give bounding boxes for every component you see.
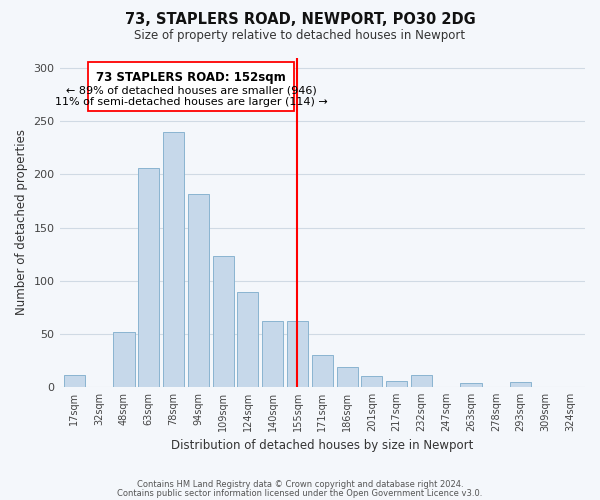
Bar: [361, 376, 382, 387]
Bar: [238, 292, 259, 387]
Text: Contains public sector information licensed under the Open Government Licence v3: Contains public sector information licen…: [118, 489, 482, 498]
Text: 73, STAPLERS ROAD, NEWPORT, PO30 2DG: 73, STAPLERS ROAD, NEWPORT, PO30 2DG: [125, 12, 475, 28]
Text: Size of property relative to detached houses in Newport: Size of property relative to detached ho…: [134, 29, 466, 42]
Bar: [212, 256, 233, 387]
Text: 73 STAPLERS ROAD: 152sqm: 73 STAPLERS ROAD: 152sqm: [96, 72, 286, 85]
Bar: [262, 321, 283, 387]
Bar: [510, 382, 531, 387]
Bar: [312, 355, 333, 387]
Bar: [64, 375, 85, 387]
Bar: [113, 332, 134, 387]
Bar: [460, 382, 482, 387]
Bar: [411, 375, 432, 387]
X-axis label: Distribution of detached houses by size in Newport: Distribution of detached houses by size …: [171, 440, 473, 452]
Bar: [138, 168, 160, 387]
Bar: [188, 194, 209, 387]
Y-axis label: Number of detached properties: Number of detached properties: [15, 129, 28, 315]
Bar: [163, 132, 184, 387]
Bar: [337, 366, 358, 387]
Bar: [287, 321, 308, 387]
Text: 11% of semi-detached houses are larger (114) →: 11% of semi-detached houses are larger (…: [55, 97, 327, 107]
Text: ← 89% of detached houses are smaller (946): ← 89% of detached houses are smaller (94…: [65, 85, 316, 95]
FancyBboxPatch shape: [88, 62, 294, 110]
Bar: [386, 380, 407, 387]
Text: Contains HM Land Registry data © Crown copyright and database right 2024.: Contains HM Land Registry data © Crown c…: [137, 480, 463, 489]
